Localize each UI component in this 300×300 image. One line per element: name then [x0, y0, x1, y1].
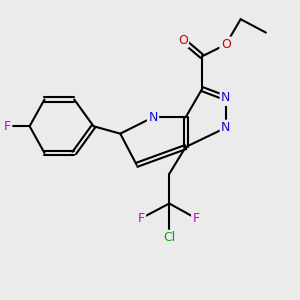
Text: N: N	[221, 121, 230, 134]
Text: F: F	[193, 212, 200, 225]
Text: N: N	[148, 111, 158, 124]
Text: O: O	[178, 34, 188, 46]
Text: Cl: Cl	[163, 231, 176, 244]
Text: O: O	[221, 38, 231, 51]
Text: F: F	[4, 120, 11, 133]
Text: F: F	[137, 212, 145, 225]
Text: N: N	[221, 92, 230, 104]
